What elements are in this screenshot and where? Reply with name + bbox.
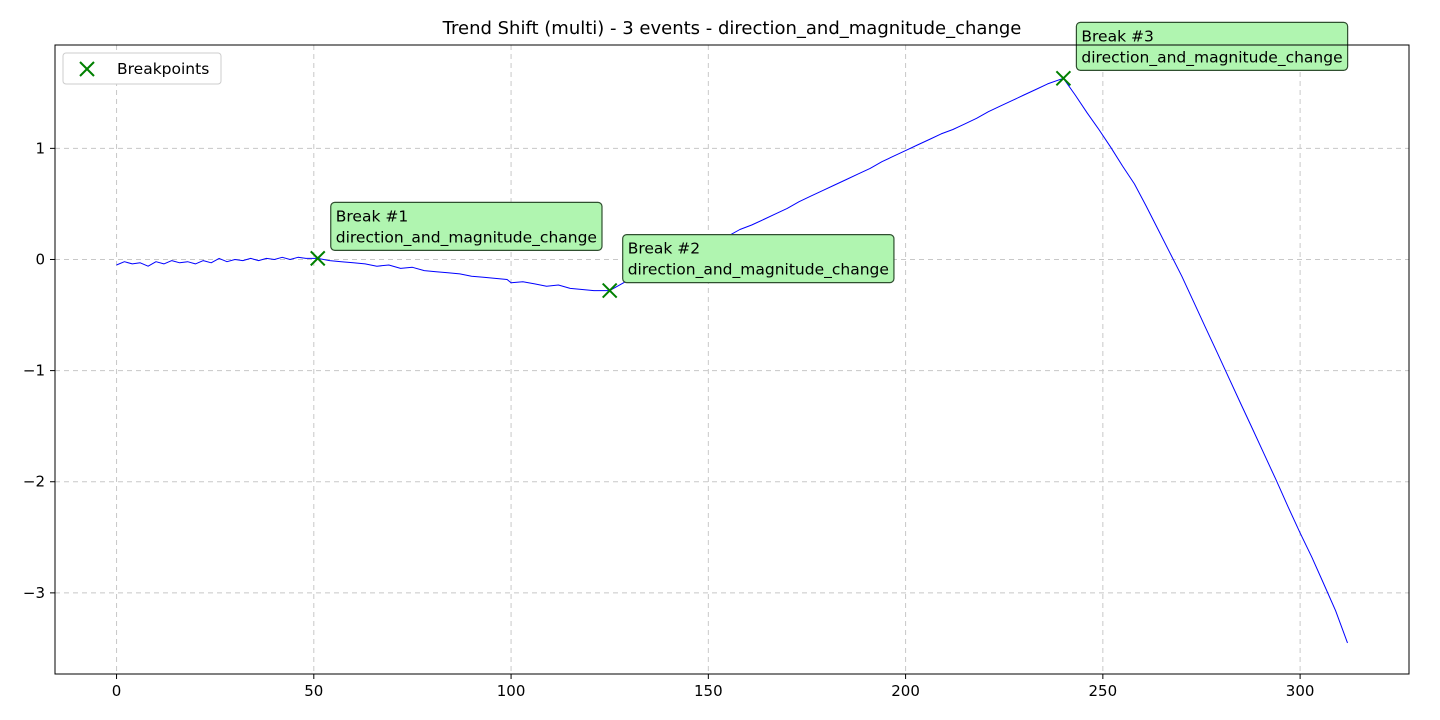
breakpoint-marker xyxy=(310,250,326,267)
chart-title: Trend Shift (multi) - 3 events - directi… xyxy=(442,18,1022,39)
y-tick-label: −1 xyxy=(23,362,45,380)
x-tick-label: 0 xyxy=(112,682,122,700)
x-tick-label: 250 xyxy=(1089,682,1118,700)
y-tick-label: −2 xyxy=(23,473,45,491)
legend-box xyxy=(62,52,222,85)
x-tick-label: 50 xyxy=(304,682,323,700)
breakpoint-stroke xyxy=(79,61,95,77)
axes-ticks: 0 50 100 150 200 250 300 −3 −2 −1 0 1 xyxy=(23,139,1315,700)
annotation-title: Break #1 xyxy=(336,207,408,225)
legend-label-breakpoints: Breakpoints xyxy=(117,60,209,78)
x-tick-label: 150 xyxy=(694,682,723,700)
grid xyxy=(55,45,1409,674)
annotation-box xyxy=(1075,21,1349,71)
breakpoint-stroke xyxy=(601,282,618,299)
annotation-title: Break #2 xyxy=(628,240,700,258)
y-tick-label: 0 xyxy=(35,250,45,268)
x-tick-label: 300 xyxy=(1286,682,1315,700)
breakpoint-stroke xyxy=(1055,70,1072,87)
annotations: Break #1direction_and_magnitude_changeBr… xyxy=(330,21,1349,284)
annotation: Break #2 direction_and_magnitude_change xyxy=(622,233,895,284)
y-tick-label: 1 xyxy=(35,139,45,157)
breakpoint-markers xyxy=(310,70,1072,299)
breakpoint-marker xyxy=(601,282,618,299)
annotation: Break #1 direction_and_magnitude_change xyxy=(330,201,603,251)
annotation-text: direction_and_magnitude_change xyxy=(1081,48,1342,67)
annotation-box xyxy=(330,201,603,251)
annotation-text: direction_and_magnitude_change xyxy=(628,261,889,280)
annotation-text: direction_and_magnitude_change xyxy=(336,228,597,247)
annotation: Break #3 direction_and_magnitude_change xyxy=(1075,21,1349,71)
breakpoint-stroke xyxy=(310,250,326,267)
x-tick-label: 200 xyxy=(891,682,920,700)
plot-frame xyxy=(54,44,1410,675)
legend: Breakpoints xyxy=(62,52,222,85)
x-tick-label: 100 xyxy=(497,682,526,700)
legend-marker-x xyxy=(79,61,95,77)
annotation-box xyxy=(622,233,895,284)
breakpoint-marker xyxy=(1055,70,1072,87)
annotation-title: Break #3 xyxy=(1081,27,1153,45)
legend-marker-breakpoints xyxy=(79,61,95,77)
y-tick-label: −3 xyxy=(23,584,45,602)
